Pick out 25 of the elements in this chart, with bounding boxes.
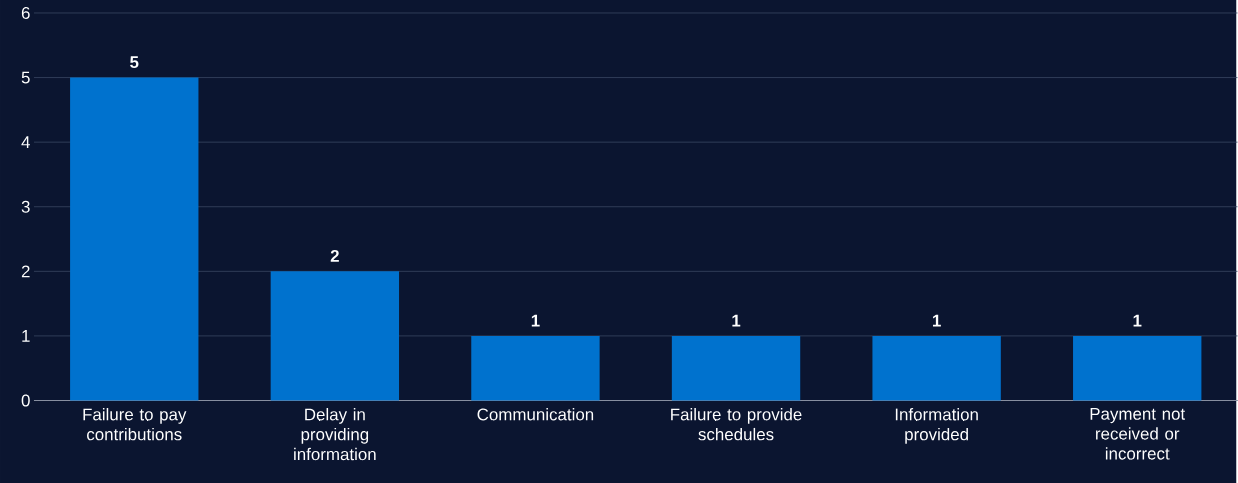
x-tick-label: Communication [477, 407, 594, 421]
y-tick-label: 0 [21, 394, 30, 407]
data-label: 1 [932, 314, 941, 327]
y-tick-label: 5 [21, 71, 30, 84]
data-label: 1 [732, 314, 741, 327]
data-label: 1 [531, 314, 540, 327]
x-tick-label: Delay in providing information [294, 407, 376, 461]
bar [872, 335, 1001, 401]
x-tick-label: Information provided [895, 407, 978, 444]
y-tick-label: 1 [22, 329, 30, 342]
data-label: 5 [130, 56, 139, 68]
data-label: 2 [330, 249, 339, 262]
x-tick-label: Payment not received or incorrect [1090, 407, 1186, 460]
data-label: 1 [1133, 314, 1142, 327]
bar [671, 335, 801, 401]
y-tick-label: 2 [21, 265, 30, 278]
x-tick-label: Failure to pay contributions [83, 407, 187, 441]
y-tick-label: 3 [21, 200, 30, 213]
bar [270, 271, 400, 401]
bar [70, 77, 199, 401]
y-tick-label: 6 [21, 6, 30, 19]
x-tick-label: Failure to provide schedules [671, 407, 802, 441]
bar [471, 335, 600, 401]
y-tick-label: 4 [21, 136, 30, 148]
bar [1073, 335, 1202, 401]
